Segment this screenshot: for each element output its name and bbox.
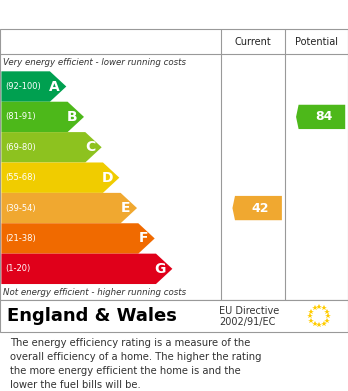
Text: G: G — [155, 262, 166, 276]
Text: 42: 42 — [252, 202, 269, 215]
Text: EU Directive
2002/91/EC: EU Directive 2002/91/EC — [219, 305, 279, 327]
Text: 84: 84 — [315, 110, 333, 124]
Polygon shape — [1, 223, 155, 254]
Text: (21-38): (21-38) — [6, 234, 36, 243]
Text: (69-80): (69-80) — [6, 143, 36, 152]
Text: Current: Current — [235, 36, 271, 47]
Text: E: E — [121, 201, 131, 215]
Polygon shape — [296, 105, 345, 129]
Polygon shape — [1, 163, 119, 193]
Polygon shape — [1, 254, 172, 284]
Polygon shape — [1, 132, 102, 163]
Text: (92-100): (92-100) — [6, 82, 41, 91]
Polygon shape — [232, 196, 282, 220]
Text: F: F — [139, 231, 148, 246]
Text: The energy efficiency rating is a measure of the
overall efficiency of a home. T: The energy efficiency rating is a measur… — [10, 338, 262, 390]
Text: Not energy efficient - higher running costs: Not energy efficient - higher running co… — [3, 288, 187, 297]
Polygon shape — [1, 102, 84, 132]
Text: D: D — [102, 171, 113, 185]
Text: Energy Efficiency Rating: Energy Efficiency Rating — [10, 7, 232, 22]
Text: A: A — [49, 79, 60, 93]
Text: Potential: Potential — [295, 36, 338, 47]
Polygon shape — [1, 193, 137, 223]
Text: (55-68): (55-68) — [6, 173, 36, 182]
Text: Very energy efficient - lower running costs: Very energy efficient - lower running co… — [3, 58, 187, 67]
Text: (39-54): (39-54) — [6, 204, 36, 213]
Text: (81-91): (81-91) — [6, 112, 36, 121]
Polygon shape — [1, 71, 66, 102]
Text: (1-20): (1-20) — [6, 264, 31, 273]
Text: B: B — [67, 110, 78, 124]
Text: C: C — [85, 140, 95, 154]
FancyBboxPatch shape — [0, 300, 348, 332]
Text: England & Wales: England & Wales — [7, 307, 177, 325]
